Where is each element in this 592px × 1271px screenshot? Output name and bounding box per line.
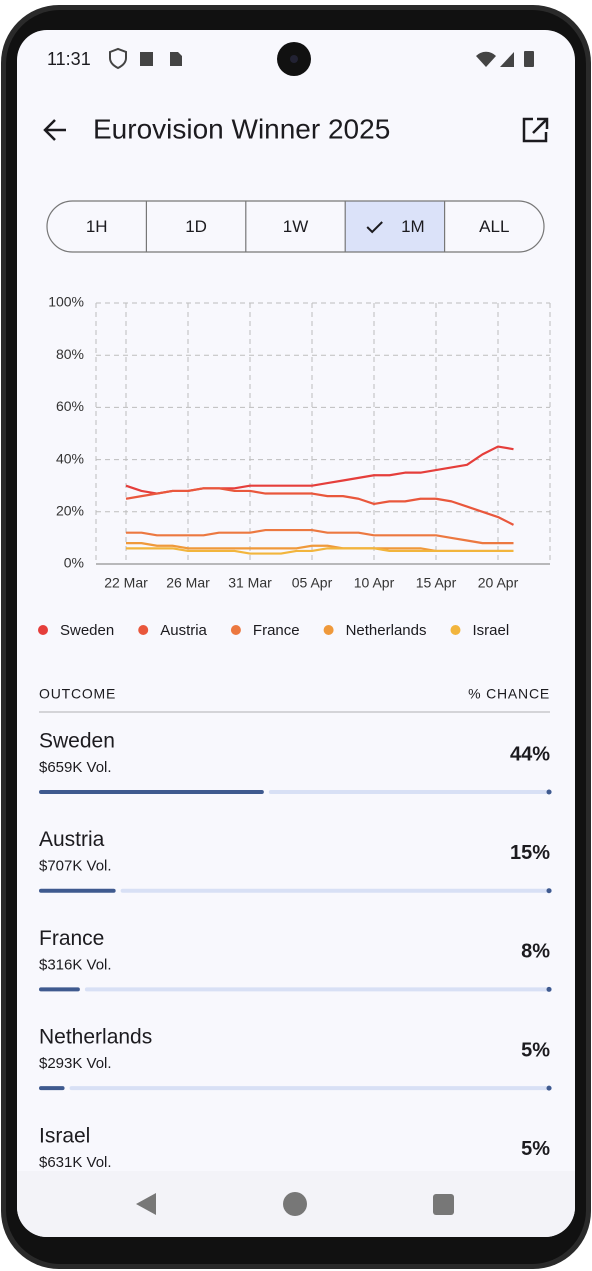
x-tick-label: 22 Mar — [104, 575, 148, 591]
outcome-volume: $293K Vol. — [39, 1055, 112, 1072]
x-tick-label: 05 Apr — [292, 575, 333, 591]
status-icon — [109, 47, 127, 70]
outcome-name: Israel — [39, 1124, 90, 1147]
legend-swatch — [138, 625, 149, 635]
wifi-icon — [476, 51, 496, 67]
outcome-chance: 5% — [521, 1039, 550, 1061]
outcome-volume: $707K Vol. — [39, 858, 112, 875]
segment-label[interactable]: ALL — [479, 217, 509, 236]
legend-swatch — [450, 625, 461, 635]
column-header: OUTCOME — [39, 686, 116, 702]
status-time: 11:31 — [47, 49, 91, 69]
series-line — [125, 487, 514, 526]
y-tick-label: 20% — [56, 503, 84, 519]
legend-label: Austria — [160, 622, 207, 639]
outcome-chance: 5% — [521, 1138, 550, 1160]
legend: Sweden Austria France Netherlands Israel — [38, 622, 509, 639]
selected-segment — [345, 201, 445, 252]
camera-lens — [290, 55, 298, 63]
series-line — [126, 528, 514, 545]
outcome-name: Netherlands — [39, 1026, 152, 1049]
nav-recents[interactable] — [433, 1194, 454, 1215]
chance-bar — [39, 987, 80, 992]
segment-outline — [46, 200, 545, 253]
segment-label[interactable]: 1D — [185, 217, 207, 236]
y-tick-label: 60% — [56, 398, 84, 414]
x-tick-label: 20 Apr — [478, 575, 519, 591]
outcome-name: Austria — [39, 828, 105, 851]
x-tick-label: 15 Apr — [416, 575, 457, 591]
status-icon — [170, 52, 182, 66]
outcome-volume: $631K Vol. — [39, 1154, 112, 1171]
legend-label: France — [253, 622, 300, 639]
segment-label[interactable]: 1H — [86, 217, 108, 236]
outcome-name: Sweden — [39, 730, 115, 753]
outcome-name: France — [39, 927, 104, 950]
y-tick-label: 80% — [56, 346, 84, 362]
check-icon — [366, 221, 383, 234]
battery-icon — [524, 51, 534, 67]
legend-swatch — [38, 625, 48, 635]
chart: 0% 20% 40% 60% 80% 100% 22 Mar 26 Mar 31 Mar 05 A… — [48, 294, 551, 591]
y-tick-label: 0% — [64, 555, 84, 571]
chance-bar — [39, 1086, 65, 1091]
x-tick-label: 26 Mar — [166, 575, 210, 591]
screen-content: 11:31 Eurovision Winner 2025 1H 1D 1W 1M ALL… — [17, 42, 575, 1237]
legend-swatch — [323, 625, 334, 635]
page-title: Eurovision Winner 2025 — [93, 113, 390, 144]
legend-label: Sweden — [60, 622, 114, 639]
y-tick-label: 40% — [56, 450, 84, 466]
legend-label: Netherlands — [346, 622, 427, 639]
series-line — [126, 547, 514, 555]
chance-bar — [39, 888, 116, 893]
segment-label[interactable]: 1W — [283, 217, 309, 236]
y-tick-label: 100% — [48, 294, 84, 310]
legend-swatch — [230, 625, 241, 635]
segment-label[interactable]: 1M — [401, 217, 425, 236]
outcome-volume: $316K Vol. — [39, 956, 112, 973]
x-tick-label: 10 Apr — [354, 575, 395, 591]
nav-back[interactable] — [136, 1193, 156, 1215]
track-end — [546, 1085, 552, 1091]
track-end — [546, 888, 552, 894]
legend-label: Israel — [472, 622, 509, 639]
signal-icon — [500, 52, 514, 67]
track-end — [546, 986, 552, 992]
nav-home[interactable] — [283, 1192, 307, 1216]
track-end — [546, 789, 552, 795]
outcome-chance: 8% — [521, 941, 550, 963]
range-selector: 1H 1D 1W 1M ALL — [46, 200, 545, 253]
x-tick-label: 31 Mar — [228, 575, 272, 591]
back-button[interactable] — [43, 119, 66, 141]
outcome-chance: 44% — [510, 743, 550, 765]
outcome-chance: 15% — [510, 842, 550, 864]
outcome-volume: $659K Vol. — [39, 759, 112, 776]
share-button[interactable] — [522, 117, 549, 143]
column-header: % CHANCE — [468, 686, 550, 702]
status-icon — [140, 52, 153, 66]
chance-bar — [39, 790, 264, 794]
